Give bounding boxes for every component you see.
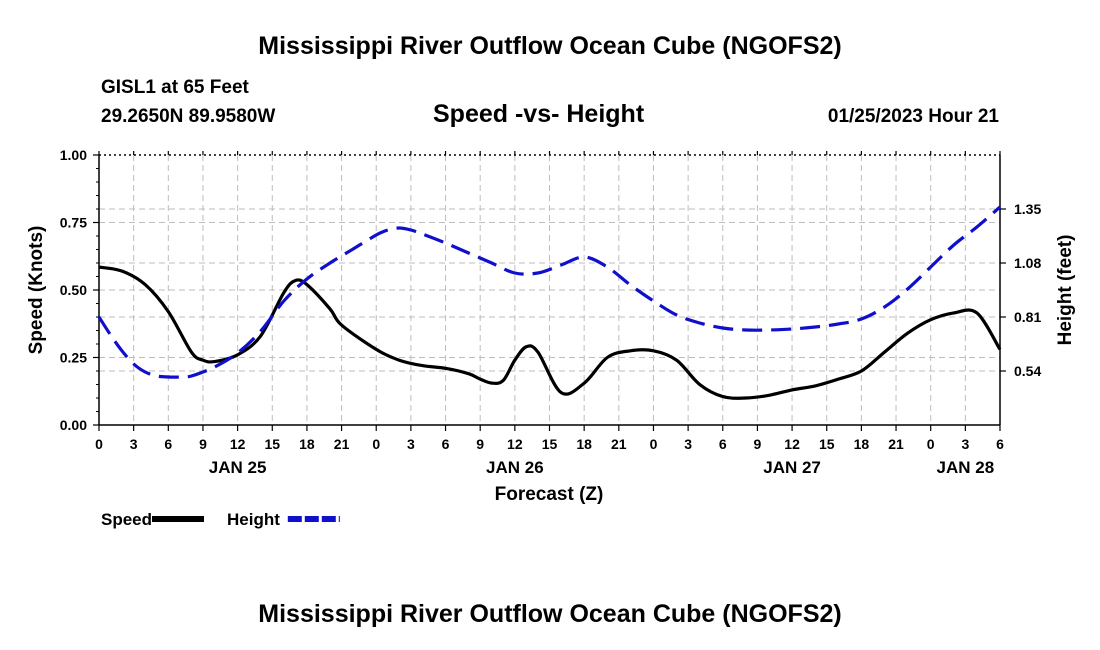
day-label: JAN 26 — [486, 458, 544, 477]
x-tick-label: 9 — [476, 436, 484, 452]
x-tick-label: 9 — [199, 436, 207, 452]
x-tick-label: 12 — [784, 436, 800, 452]
day-label: JAN 27 — [763, 458, 821, 477]
y-right-tick-label: 0.54 — [1014, 363, 1041, 379]
station-label: GISL1 at 65 Feet — [101, 77, 249, 98]
x-tick-label: 6 — [996, 436, 1004, 452]
legend-label-speed: Speed — [101, 510, 152, 529]
x-tick-label: 6 — [164, 436, 172, 452]
footer-title: Mississippi River Outflow Ocean Cube (NG… — [258, 600, 842, 628]
x-tick-label: 0 — [372, 436, 380, 452]
y-right-tick-label: 1.35 — [1014, 201, 1041, 217]
series-line-speed — [98, 265, 1002, 400]
y-right-tick-label: 1.08 — [1014, 255, 1041, 271]
x-tick-label: 9 — [754, 436, 762, 452]
legend-label-height: Height — [227, 510, 280, 529]
x-tick-label: 0 — [95, 436, 103, 452]
y-right-axis-title: Height (feet) — [1055, 235, 1076, 346]
page-title: Mississippi River Outflow Ocean Cube (NG… — [258, 32, 842, 60]
x-tick-label: 18 — [576, 436, 592, 452]
chart-title: Speed -vs- Height — [433, 100, 645, 128]
x-tick-label: 18 — [299, 436, 315, 452]
day-label: JAN 28 — [937, 458, 995, 477]
x-tick-label: 3 — [407, 436, 415, 452]
axis-labels: 0 3 6 9 12 15 18 21 0 3 6 9 12 15 18 21 0 3 6 9 12 15 18 21 0 3 6J… — [26, 147, 1076, 505]
x-tick-label: 15 — [819, 436, 835, 452]
series — [97, 205, 1002, 400]
grid-lines — [99, 155, 1000, 425]
coordinates-label: 29.2650N 89.9580W — [101, 106, 276, 127]
timestamp-label: 01/25/2023 Hour 21 — [827, 106, 999, 127]
axes — [93, 151, 1006, 431]
legend: Speed Height — [101, 510, 340, 529]
day-label: JAN 25 — [209, 458, 267, 477]
y-left-tick-label: 0.50 — [60, 282, 87, 298]
x-tick-label: 21 — [611, 436, 627, 452]
x-tick-label: 12 — [230, 436, 246, 452]
x-tick-label: 6 — [442, 436, 450, 452]
x-tick-label: 3 — [684, 436, 692, 452]
x-tick-label: 21 — [334, 436, 350, 452]
y-left-tick-label: 0.25 — [60, 350, 87, 366]
x-tick-label: 3 — [130, 436, 138, 452]
x-axis-title: Forecast (Z) — [495, 484, 604, 505]
x-tick-label: 15 — [264, 436, 280, 452]
x-tick-label: 0 — [650, 436, 658, 452]
x-tick-label: 15 — [542, 436, 558, 452]
x-tick-label: 6 — [719, 436, 727, 452]
y-left-tick-label: 1.00 — [60, 147, 87, 163]
x-tick-label: 18 — [854, 436, 870, 452]
y-left-tick-label: 0.75 — [60, 215, 87, 231]
x-tick-label: 0 — [927, 436, 935, 452]
y-left-tick-label: 0.00 — [60, 417, 87, 433]
series-line-height — [97, 205, 1002, 379]
x-tick-label: 21 — [888, 436, 904, 452]
y-left-axis-title: Speed (Knots) — [26, 226, 47, 355]
y-right-tick-label: 0.81 — [1014, 309, 1041, 325]
x-tick-label: 12 — [507, 436, 523, 452]
x-tick-label: 3 — [961, 436, 969, 452]
